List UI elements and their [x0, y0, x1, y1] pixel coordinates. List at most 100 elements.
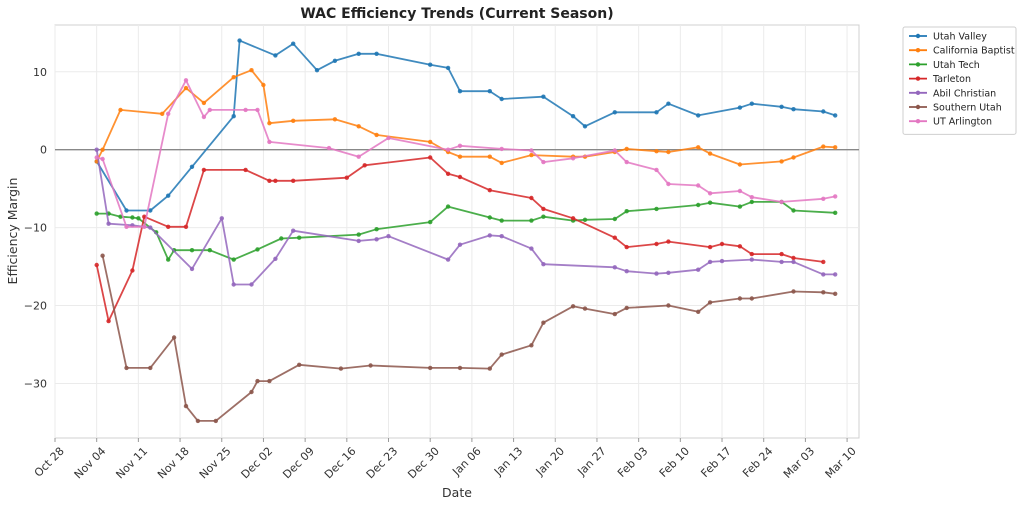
data-point [160, 111, 165, 117]
data-point [94, 262, 99, 268]
data-point [332, 117, 338, 122]
data-point [779, 104, 784, 110]
data-point [106, 318, 111, 324]
legend-entry: UT Arlington [909, 117, 992, 128]
legend-entry: Utah Valley [909, 32, 987, 43]
data-point [166, 257, 171, 262]
x-tick-label: Jan 27 [574, 445, 608, 479]
data-point [821, 259, 826, 265]
data-point [821, 290, 826, 295]
data-point [189, 266, 195, 272]
data-point [487, 233, 492, 238]
legend-marker [915, 33, 921, 39]
data-point [654, 110, 659, 115]
data-point [737, 105, 743, 110]
data-point [166, 224, 171, 229]
data-point [94, 147, 99, 152]
data-point [326, 145, 332, 151]
data-point [696, 202, 701, 208]
data-point [821, 196, 826, 201]
data-point [183, 403, 189, 409]
legend: Utah Valley California Baptist Utah Tech Ta… [902, 26, 1017, 135]
data-point [332, 58, 338, 63]
data-point [666, 270, 671, 275]
data-point [291, 41, 296, 46]
series-line-utah-tech [96, 200, 836, 261]
data-point [707, 191, 713, 196]
x-tick-label: Feb 10 [657, 445, 692, 480]
legend-label: Utah Valley [933, 32, 987, 43]
y-tick-label: −10 [24, 222, 47, 235]
legend-label: UT Arlington [933, 117, 992, 128]
data-point [148, 225, 153, 230]
data-point [624, 244, 629, 250]
data-point [201, 167, 207, 173]
data-point [189, 164, 195, 169]
series-ut-arlington [94, 78, 838, 229]
data-point [207, 248, 212, 253]
x-tick-label: Dec 16 [322, 445, 359, 482]
data-point [445, 257, 451, 262]
series-layer [94, 38, 838, 424]
data-point [94, 155, 99, 160]
legend-label: Utah Tech [933, 60, 980, 71]
data-point [612, 311, 617, 317]
data-point [499, 352, 504, 357]
data-point [291, 178, 296, 183]
data-point [166, 111, 171, 117]
legend-entry: California Baptist [909, 46, 1015, 57]
x-tick-label: Nov 11 [113, 445, 150, 482]
data-point [356, 238, 361, 244]
data-point [570, 156, 576, 161]
data-point [749, 101, 754, 106]
data-point [124, 208, 129, 213]
y-tick-label: 10 [33, 66, 47, 79]
data-point [791, 259, 796, 265]
data-point [624, 146, 629, 152]
data-point [428, 62, 433, 67]
data-point [428, 365, 433, 371]
data-point [821, 109, 826, 114]
data-point [666, 149, 671, 155]
legend-label: Tarleton [932, 74, 971, 85]
data-point [654, 241, 659, 247]
data-point [457, 89, 463, 94]
series-southern-utah [100, 253, 838, 424]
x-axis: Oct 28 Nov 04 Nov 11 Nov 18 Nov 25 Dec 02 Dec … [32, 438, 859, 481]
data-point [171, 335, 177, 340]
legend-marker [915, 48, 921, 53]
data-point [499, 234, 504, 239]
data-point [207, 107, 212, 113]
data-point [195, 418, 201, 424]
legend-entry: Southern Utah [909, 103, 1002, 114]
x-tick-label: Dec 02 [239, 445, 276, 482]
data-point [541, 206, 546, 212]
data-point [457, 143, 463, 148]
data-point [570, 216, 576, 221]
data-point [374, 51, 379, 56]
legend-label: Abil Christian [933, 88, 996, 99]
data-point [707, 300, 713, 305]
data-point [249, 68, 254, 73]
data-point [183, 85, 189, 91]
data-point [136, 216, 141, 221]
data-point [457, 365, 463, 371]
x-tick-label: Dec 30 [405, 445, 442, 482]
data-point [582, 306, 588, 311]
data-point [362, 163, 367, 168]
data-point [707, 244, 713, 250]
data-point [374, 237, 379, 242]
data-point [612, 235, 617, 240]
legend-box [902, 26, 1017, 135]
data-point [791, 155, 796, 160]
data-point [344, 175, 349, 180]
data-point [541, 94, 546, 99]
data-point [189, 248, 195, 253]
x-tick-label: Dec 09 [280, 445, 317, 482]
data-point [231, 75, 236, 80]
y-tick-label: 0 [40, 144, 47, 157]
data-point [231, 282, 236, 287]
chart-title: WAC Efficiency Trends (Current Season) [300, 6, 613, 22]
data-point [487, 89, 492, 94]
x-tick-label: Mar 03 [781, 445, 817, 481]
